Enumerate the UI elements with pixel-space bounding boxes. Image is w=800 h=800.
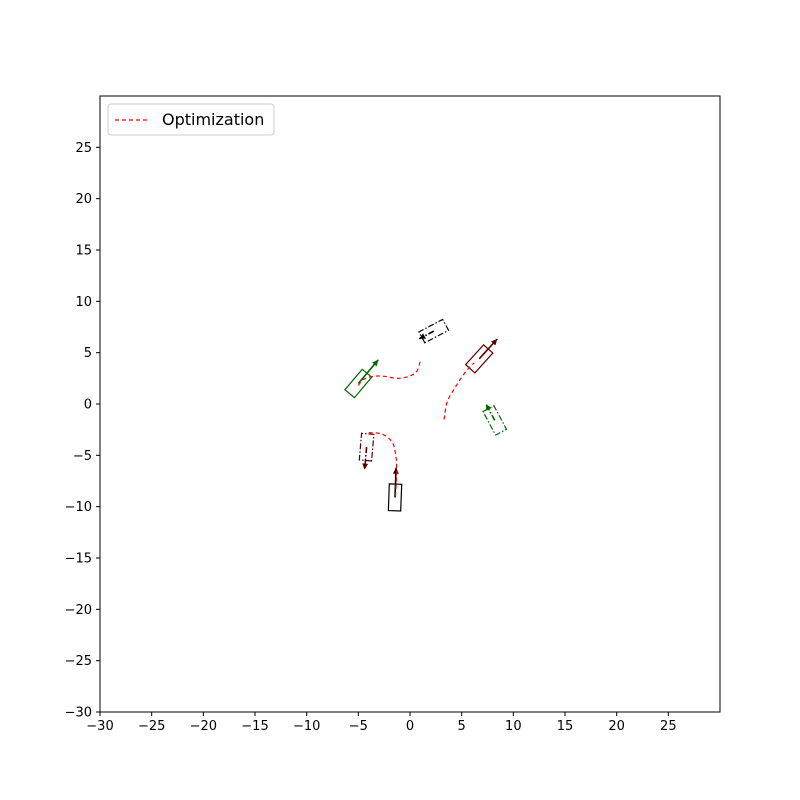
y-tick-label: −25 [65,654,92,669]
heading-arrow-head [372,359,379,367]
y-tick-label: 5 [84,346,92,361]
x-tick-label: −10 [293,719,320,734]
optimization-path-0 [357,360,421,386]
x-tick-label: 20 [608,719,625,734]
vehicle-body [344,368,373,399]
y-tick-label: 15 [75,244,92,259]
heading-arrow-head [486,404,492,411]
heading-arrow-head [419,333,426,339]
x-tick-label: −20 [190,719,217,734]
heading-arrow-head [362,463,369,470]
chart-legend: Optimization [107,103,275,136]
x-tick-label: 5 [458,719,466,734]
x-tick-label: −25 [138,719,165,734]
y-tick-label: −30 [65,706,92,721]
heading-arrow-head [392,467,399,474]
heading-arrow-head [491,339,498,346]
vehicle-body [418,318,450,344]
legend-box [107,103,275,136]
y-tick-label: −15 [65,552,92,567]
x-tick-label: −5 [349,719,368,734]
x-tick-label: −15 [241,719,268,734]
vehicle-1 [464,338,498,374]
y-tick-label: 20 [75,192,92,207]
optimization-path-1 [443,362,475,420]
y-tick-label: −10 [65,500,92,515]
legend-label-optimization: Optimization [162,110,264,129]
vehicle-body [387,483,403,512]
optimization-path-2 [368,432,398,497]
vehicle-body [358,432,375,462]
vehicle-0 [344,359,379,399]
y-tick-label: −20 [65,603,92,618]
x-tick-label: 0 [406,719,414,734]
y-tick-label: 0 [84,398,92,413]
vehicle-4 [482,403,508,436]
heading-arrow-shaft [363,447,368,470]
x-tick-label: 15 [557,719,574,734]
vehicle-body [464,343,494,374]
vehicle-5 [358,432,375,470]
chart-axes: −30 −25 −20 −15 −10 −5 0 5 10 15 20 25 −30 −25 −20 −15 −… [65,95,721,734]
x-tick-label: 25 [660,719,677,734]
y-tick-label: −5 [73,449,92,464]
y-tick-label: 25 [75,141,92,156]
vehicle-3 [418,318,450,344]
x-tick-label: −30 [86,719,113,734]
x-tick-label: 10 [505,719,522,734]
y-tick-label: 10 [75,295,92,310]
chart-marks [344,318,508,512]
